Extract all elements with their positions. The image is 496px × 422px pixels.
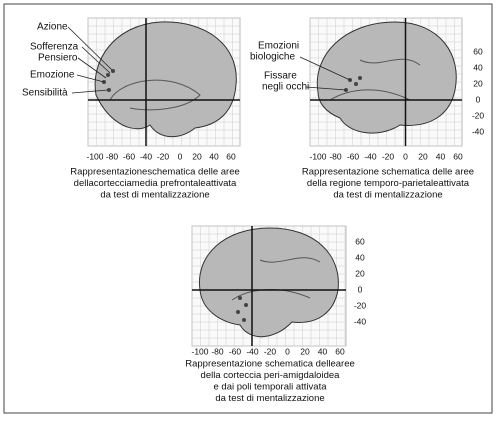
x-tick-label: 60: [335, 346, 345, 356]
y-tick-label: 20: [355, 268, 365, 278]
x-tick-label: -40: [246, 346, 259, 356]
x-tick-label: 60: [226, 151, 236, 161]
x-tick-label: -80: [329, 151, 342, 161]
caption-line: da test di mentalizzazione: [215, 393, 324, 404]
x-tick-label: -60: [347, 151, 360, 161]
spot: [242, 318, 246, 322]
region-label: Emozioni: [258, 41, 299, 52]
x-tick-label: -80: [106, 151, 119, 161]
x-tick-label: 40: [209, 151, 219, 161]
x-tick-label: -40: [364, 151, 377, 161]
y-tick-label: -40: [354, 316, 367, 326]
y-tick-label: -20: [354, 300, 367, 310]
y-tick-label: -20: [472, 110, 485, 120]
caption-line: Rappresentazione schematica dellearee: [185, 359, 355, 370]
x-tick-label: -100: [191, 346, 208, 356]
x-tick-label: -20: [382, 151, 395, 161]
x-tick-label: 0: [178, 151, 183, 161]
region-label: Sofferenza: [30, 42, 79, 53]
region-label: Sensibilità: [22, 88, 68, 99]
x-tick-label: 60: [453, 151, 463, 161]
y-tick-label: 0: [358, 284, 363, 294]
y-tick-label: 60: [355, 236, 365, 246]
x-tick-label: -60: [229, 346, 242, 356]
x-tick-label: -40: [140, 151, 153, 161]
spot: [244, 303, 248, 307]
region-label: negli occhi: [262, 82, 309, 93]
y-tick-label: -40: [472, 126, 485, 136]
spot: [238, 296, 242, 300]
y-tick-label: 60: [473, 46, 483, 56]
x-tick-label: -20: [157, 151, 170, 161]
y-tick-label: 20: [473, 78, 483, 88]
caption-line: da test di mentalizzazione: [333, 190, 442, 201]
brain: [95, 22, 236, 137]
spot: [354, 82, 358, 86]
x-tick-label: 40: [318, 346, 328, 356]
region-label: Pensiero: [38, 53, 78, 64]
x-tick-label: -100: [309, 151, 326, 161]
caption-line: da test di mentalizzazione: [100, 190, 209, 201]
region-label: Fissare: [264, 71, 297, 82]
caption-line: Rappresentazioneschematica delle aree: [70, 167, 240, 178]
x-tick-label: -20: [264, 346, 277, 356]
x-tick-label: 0: [403, 151, 408, 161]
region-label: Azione: [37, 22, 68, 33]
figure: -100-80-60-40-200204060AzioneSofferenzaP…: [0, 0, 496, 417]
x-tick-label: 40: [436, 151, 446, 161]
caption-line: della regione temporo-parietaleattivata: [307, 178, 470, 189]
y-tick-label: 40: [355, 252, 365, 262]
y-tick-label: 0: [476, 94, 481, 104]
x-tick-label: 20: [300, 346, 310, 356]
x-tick-label: -80: [211, 346, 224, 356]
caption-line: della corteccia peri-amigdaloidea: [201, 370, 341, 381]
x-tick-label: 20: [192, 151, 202, 161]
region-label: Emozione: [30, 70, 75, 81]
x-tick-label: -100: [86, 151, 103, 161]
spot: [106, 73, 110, 77]
x-tick-label: 20: [418, 151, 428, 161]
region-label: biologiche: [250, 52, 295, 63]
spot: [236, 310, 240, 314]
x-tick-label: 0: [285, 346, 290, 356]
x-tick-label: -60: [123, 151, 136, 161]
caption-line: dellacortecciamedia prefrontaleattivata: [74, 178, 237, 189]
caption-line: Rappresentazione schematica delle aree: [302, 167, 474, 178]
y-tick-label: 40: [473, 62, 483, 72]
caption-line: e dai poli temporali attivata: [213, 382, 327, 393]
spot: [358, 76, 362, 80]
